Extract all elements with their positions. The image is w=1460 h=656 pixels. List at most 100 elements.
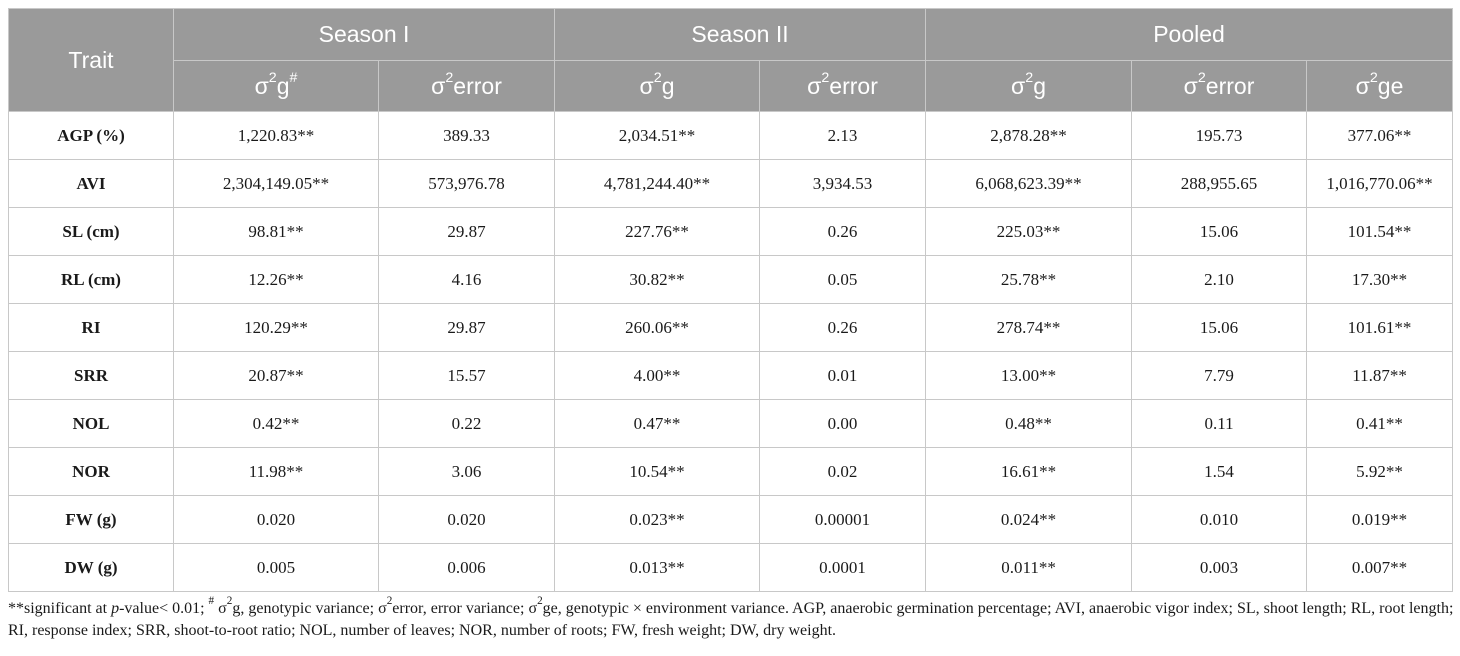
value-cell: 0.023**	[554, 495, 761, 544]
table-row: RL (cm) 12.26** 4.16 30.82** 0.05 25.78** 2.10…	[8, 255, 1454, 304]
value-cell: 101.61**	[1306, 303, 1454, 352]
value-cell: 227.76**	[554, 207, 761, 256]
value-cell: 4,781,244.40**	[554, 159, 761, 208]
value-cell: 15.06	[1131, 207, 1308, 256]
header-sigma2-error-season1: σ2error	[377, 60, 556, 112]
value-cell: 573,976.78	[377, 159, 556, 208]
value-cell: 120.29**	[173, 303, 379, 352]
value-cell: 25.78**	[925, 255, 1133, 304]
trait-cell: RI	[8, 303, 174, 352]
header-season-1: Season I	[172, 8, 556, 61]
trait-cell: RL (cm)	[8, 255, 174, 304]
table-row: AGP (%) 1,220.83** 389.33 2,034.51** 2.13 2,8…	[8, 111, 1454, 160]
value-cell: 288,955.65	[1131, 159, 1308, 208]
value-cell: 260.06**	[554, 303, 761, 352]
value-cell: 2.10	[1131, 255, 1308, 304]
table-row: SRR 20.87** 15.57 4.00** 0.01 13.00** 7.79 11.8…	[8, 351, 1454, 400]
value-cell: 0.007**	[1306, 543, 1454, 592]
value-cell: 0.0001	[759, 543, 927, 592]
value-cell: 30.82**	[554, 255, 761, 304]
value-cell: 278.74**	[925, 303, 1133, 352]
table-row: DW (g) 0.005 0.006 0.013** 0.0001 0.011** 0.00…	[8, 543, 1454, 592]
value-cell: 0.020	[377, 495, 556, 544]
header-sigma2-error-pooled: σ2error	[1131, 60, 1308, 112]
footnote: **significant at p-value< 0.01; # σ2g, g…	[8, 595, 1454, 639]
value-cell: 389.33	[377, 111, 556, 160]
value-cell: 4.00**	[554, 351, 761, 400]
value-cell: 2,034.51**	[554, 111, 761, 160]
table-row: AVI 2,304,149.05** 573,976.78 4,781,244.40*…	[8, 159, 1454, 208]
value-cell: 2.13	[759, 111, 927, 160]
value-cell: 0.26	[759, 207, 927, 256]
header-trait: Trait	[8, 8, 174, 112]
trait-cell: SL (cm)	[8, 207, 174, 256]
value-cell: 0.020	[173, 495, 379, 544]
value-cell: 5.92**	[1306, 447, 1454, 496]
value-cell: 1.54	[1131, 447, 1308, 496]
value-cell: 101.54**	[1306, 207, 1454, 256]
value-cell: 0.11	[1131, 399, 1308, 448]
header-row-variances: σ2g# σ2error σ2g σ2error σ2g σ2error σ2ge	[9, 60, 1454, 112]
variance-table: Trait Season I Season II Pooled σ2g# σ2er…	[8, 8, 1454, 592]
value-cell: 11.87**	[1306, 351, 1454, 400]
value-cell: 0.003	[1131, 543, 1308, 592]
value-cell: 1,016,770.06**	[1306, 159, 1454, 208]
value-cell: 0.26	[759, 303, 927, 352]
header-sigma2-g-season2: σ2g	[554, 60, 761, 112]
table-row: SL (cm) 98.81** 29.87 227.76** 0.26 225.03** 1…	[8, 207, 1454, 256]
trait-cell: NOR	[8, 447, 174, 496]
value-cell: 13.00**	[925, 351, 1133, 400]
value-cell: 195.73	[1131, 111, 1308, 160]
value-cell: 29.87	[377, 303, 556, 352]
table-row: NOR 11.98** 3.06 10.54** 0.02 16.61** 1.54 5.92…	[8, 447, 1454, 496]
value-cell: 0.41**	[1306, 399, 1454, 448]
value-cell: 0.05	[759, 255, 927, 304]
value-cell: 0.00001	[759, 495, 927, 544]
value-cell: 0.22	[377, 399, 556, 448]
value-cell: 11.98**	[173, 447, 379, 496]
value-cell: 15.06	[1131, 303, 1308, 352]
value-cell: 0.011**	[925, 543, 1133, 592]
trait-cell: DW (g)	[8, 543, 174, 592]
table-row: NOL 0.42** 0.22 0.47** 0.00 0.48** 0.11 0.41**	[8, 399, 1454, 448]
value-cell: 2,304,149.05**	[173, 159, 379, 208]
table-row: FW (g) 0.020 0.020 0.023** 0.00001 0.024** 0.0…	[8, 495, 1454, 544]
table-row: RI 120.29** 29.87 260.06** 0.26 278.74** 15.06…	[8, 303, 1454, 352]
value-cell: 0.48**	[925, 399, 1133, 448]
value-cell: 0.47**	[554, 399, 761, 448]
value-cell: 15.57	[377, 351, 556, 400]
table-body: AGP (%) 1,220.83** 389.33 2,034.51** 2.13 2,8…	[8, 111, 1454, 592]
trait-cell: FW (g)	[8, 495, 174, 544]
header-sigma2-g-pooled: σ2g	[925, 60, 1133, 112]
value-cell: 0.019**	[1306, 495, 1454, 544]
value-cell: 0.024**	[925, 495, 1133, 544]
trait-cell: NOL	[8, 399, 174, 448]
value-cell: 0.00	[759, 399, 927, 448]
value-cell: 7.79	[1131, 351, 1308, 400]
value-cell: 0.42**	[173, 399, 379, 448]
value-cell: 29.87	[377, 207, 556, 256]
value-cell: 12.26**	[173, 255, 379, 304]
header-sigma2-g-season1: σ2g#	[173, 60, 379, 112]
value-cell: 20.87**	[173, 351, 379, 400]
value-cell: 225.03**	[925, 207, 1133, 256]
value-cell: 0.006	[377, 543, 556, 592]
header-row-groups: Trait Season I Season II Pooled	[8, 8, 1454, 112]
value-cell: 0.005	[173, 543, 379, 592]
value-cell: 0.013**	[554, 543, 761, 592]
header-sigma2-error-season2: σ2error	[759, 60, 927, 112]
footnote-stars: **	[8, 600, 24, 617]
value-cell: 98.81**	[173, 207, 379, 256]
trait-cell: AGP (%)	[8, 111, 174, 160]
value-cell: 0.010	[1131, 495, 1308, 544]
value-cell: 2,878.28**	[925, 111, 1133, 160]
value-cell: 3.06	[377, 447, 556, 496]
trait-cell: SRR	[8, 351, 174, 400]
value-cell: 0.01	[759, 351, 927, 400]
value-cell: 3,934.53	[759, 159, 927, 208]
value-cell: 17.30**	[1306, 255, 1454, 304]
value-cell: 10.54**	[554, 447, 761, 496]
trait-cell: AVI	[8, 159, 174, 208]
header-sigma2-ge-pooled: σ2ge	[1306, 60, 1454, 112]
